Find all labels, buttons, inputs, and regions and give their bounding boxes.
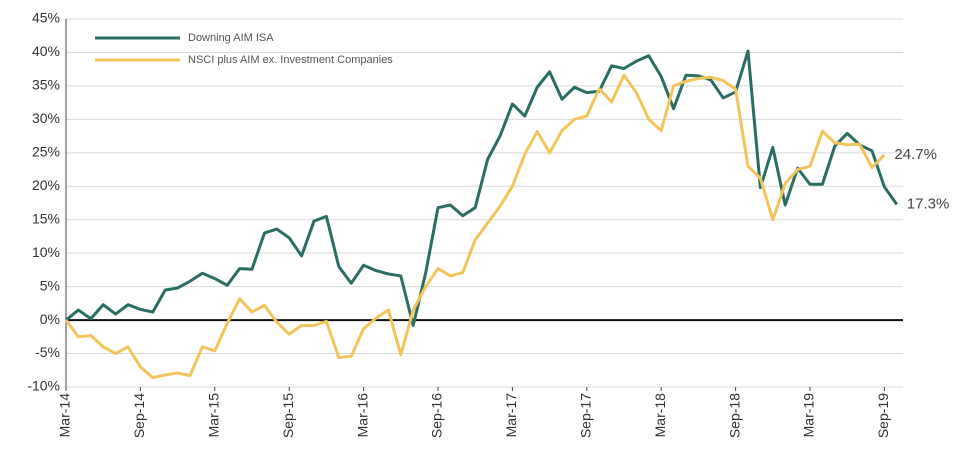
value-label: 17.3%: [907, 195, 950, 212]
x-tick-label: Mar-15: [206, 393, 222, 438]
x-tick-label: Sep-17: [578, 393, 594, 438]
y-tick-label: 10%: [32, 244, 60, 260]
x-tick-label: Mar-18: [652, 393, 668, 438]
y-tick-label: 30%: [32, 110, 60, 126]
legend-label: Downing AIM ISA: [188, 32, 274, 44]
y-tick-label: 25%: [32, 144, 60, 160]
y-tick-label: 40%: [32, 43, 60, 59]
y-tick-label: 5%: [40, 277, 60, 293]
x-tick-label: Sep-18: [726, 393, 742, 438]
series-line: [64, 73, 886, 380]
legend-label: NSCI plus AIM ex. Investment Companies: [188, 54, 393, 66]
x-tick-label: Mar-17: [503, 393, 519, 438]
x-tick-label: Sep-15: [280, 393, 296, 438]
x-tick-label: Mar-16: [354, 393, 370, 438]
y-tick-label: 45%: [32, 10, 60, 26]
x-tick-label: Sep-16: [429, 393, 445, 438]
y-tick-label: 20%: [32, 177, 60, 193]
y-tick-label: 15%: [32, 210, 60, 226]
value-label: 24.7%: [894, 146, 937, 163]
x-tick-label: Mar-14: [57, 393, 73, 438]
y-tick-label: 35%: [32, 77, 60, 93]
y-tick-label: 0%: [40, 311, 60, 327]
y-tick-label: -10%: [27, 378, 60, 394]
x-tick-label: Sep-14: [131, 393, 147, 438]
series-line: [65, 49, 899, 327]
x-tick-label: Mar-19: [801, 393, 817, 438]
x-tick-label: Sep-19: [875, 393, 891, 438]
y-tick-label: -5%: [35, 344, 60, 360]
